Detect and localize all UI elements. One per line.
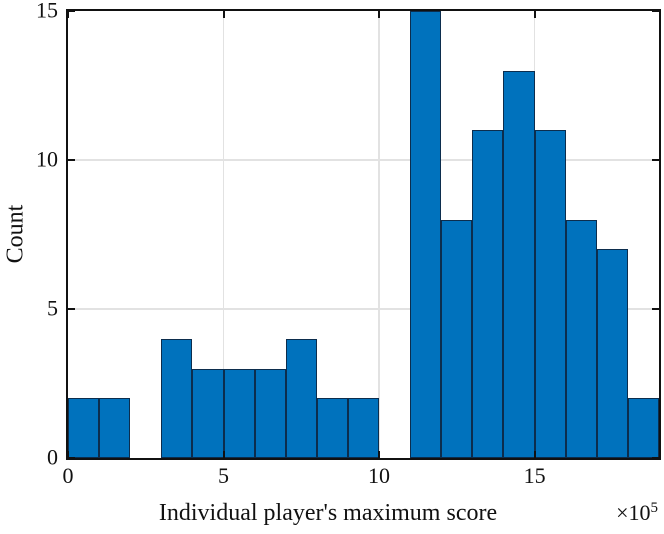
horizontal-gridline: [68, 308, 659, 310]
x-axis-exponent-power: 5: [650, 500, 659, 516]
y-axis-tick: [68, 308, 75, 310]
x-tick-label: 0: [62, 463, 74, 488]
histogram-bar: [347, 398, 380, 458]
plot-inner: [68, 11, 659, 458]
x-tick-label: 5: [218, 463, 230, 488]
histogram-bar: [565, 219, 597, 458]
histogram-bar: [472, 130, 504, 458]
x-axis-exponent-base: ×10: [616, 500, 651, 525]
x-axis-exponent: ×105: [616, 500, 658, 526]
vertical-gridline: [378, 11, 380, 458]
histogram-bar: [254, 368, 286, 458]
y-axis-tick-right: [652, 308, 659, 310]
y-axis-tick-right: [652, 457, 659, 458]
histogram-bar: [316, 398, 348, 458]
x-axis-tick: [533, 451, 536, 458]
histogram-bar: [503, 70, 535, 458]
y-tick-label: 15: [36, 0, 58, 23]
histogram-bar: [410, 11, 442, 458]
x-axis-tick-top: [533, 11, 536, 18]
y-tick-label: 5: [47, 295, 58, 321]
y-axis-label: Count: [2, 204, 29, 264]
x-axis-tick: [68, 451, 69, 458]
histogram-bar: [223, 368, 255, 458]
histogram-bar: [192, 368, 224, 458]
y-axis-tick: [68, 11, 75, 12]
plot-area: [66, 9, 661, 460]
histogram-bar: [534, 130, 566, 458]
x-axis-tick-top: [68, 11, 69, 18]
y-tick-label: 0: [47, 444, 58, 470]
vertical-gridline: [222, 11, 225, 458]
x-axis-tick-top: [378, 11, 381, 18]
y-tick-label: 10: [36, 146, 58, 172]
histogram-bar: [596, 249, 628, 458]
histogram-bar: [68, 398, 100, 458]
histogram-bar: [161, 338, 193, 458]
histogram-bar: [99, 398, 131, 458]
x-axis-tick: [378, 451, 381, 458]
histogram-bar: [441, 219, 473, 458]
x-axis-label: Individual player's maximum score: [158, 500, 498, 526]
histogram-bar: [285, 338, 317, 458]
y-axis-tick-right: [652, 11, 659, 12]
horizontal-gridline: [68, 159, 659, 161]
x-axis-tick-top: [222, 11, 225, 18]
x-axis-tick: [222, 451, 225, 458]
histogram-bar: [627, 398, 659, 458]
x-tick-label: 10: [368, 463, 391, 488]
y-axis-tick: [68, 159, 75, 161]
x-tick-label: 15: [523, 463, 546, 488]
y-axis-tick: [68, 457, 75, 458]
y-axis-tick-right: [652, 159, 659, 161]
